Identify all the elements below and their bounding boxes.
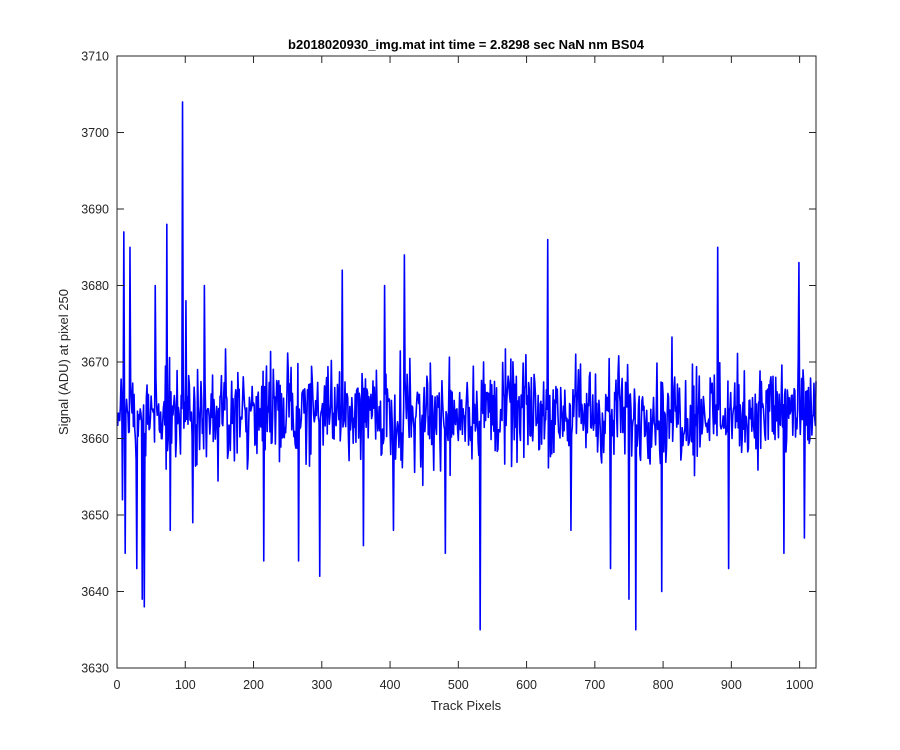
x-tick-label: 600 <box>516 678 537 692</box>
x-tick-label: 400 <box>380 678 401 692</box>
x-axis: 0 100 200 300 400 500 600 700 800 900 1000 <box>114 56 814 692</box>
y-tick-label: 3640 <box>81 585 109 599</box>
x-tick-label: 300 <box>311 678 332 692</box>
y-tick-label: 3690 <box>81 203 109 217</box>
x-tick-label: 700 <box>584 678 605 692</box>
y-tick-label: 3700 <box>81 126 109 140</box>
x-tick-label: 800 <box>653 678 674 692</box>
chart-title: b2018020930_img.mat int time = 2.8298 se… <box>288 37 645 52</box>
y-tick-label: 3680 <box>81 279 109 293</box>
series-group <box>116 101 817 631</box>
y-axis-title: Signal (ADU) at pixel 250 <box>56 289 71 435</box>
x-tick-label: 900 <box>721 678 742 692</box>
x-tick-label: 100 <box>175 678 196 692</box>
x-tick-label: 1000 <box>786 678 814 692</box>
y-tick-label: 3710 <box>81 50 109 64</box>
x-tick-label: 0 <box>114 678 121 692</box>
x-axis-title: Track Pixels <box>431 698 502 713</box>
plot-area <box>117 56 816 668</box>
series-line <box>116 101 817 631</box>
x-tick-label: 200 <box>243 678 264 692</box>
y-tick-label: 3670 <box>81 356 109 370</box>
y-tick-label: 3630 <box>81 662 109 676</box>
y-axis: 3630 3640 3650 3660 3670 3680 3690 3700 3710 <box>81 50 816 676</box>
y-tick-label: 3660 <box>81 432 109 446</box>
y-tick-label: 3650 <box>81 509 109 523</box>
x-tick-label: 500 <box>448 678 469 692</box>
